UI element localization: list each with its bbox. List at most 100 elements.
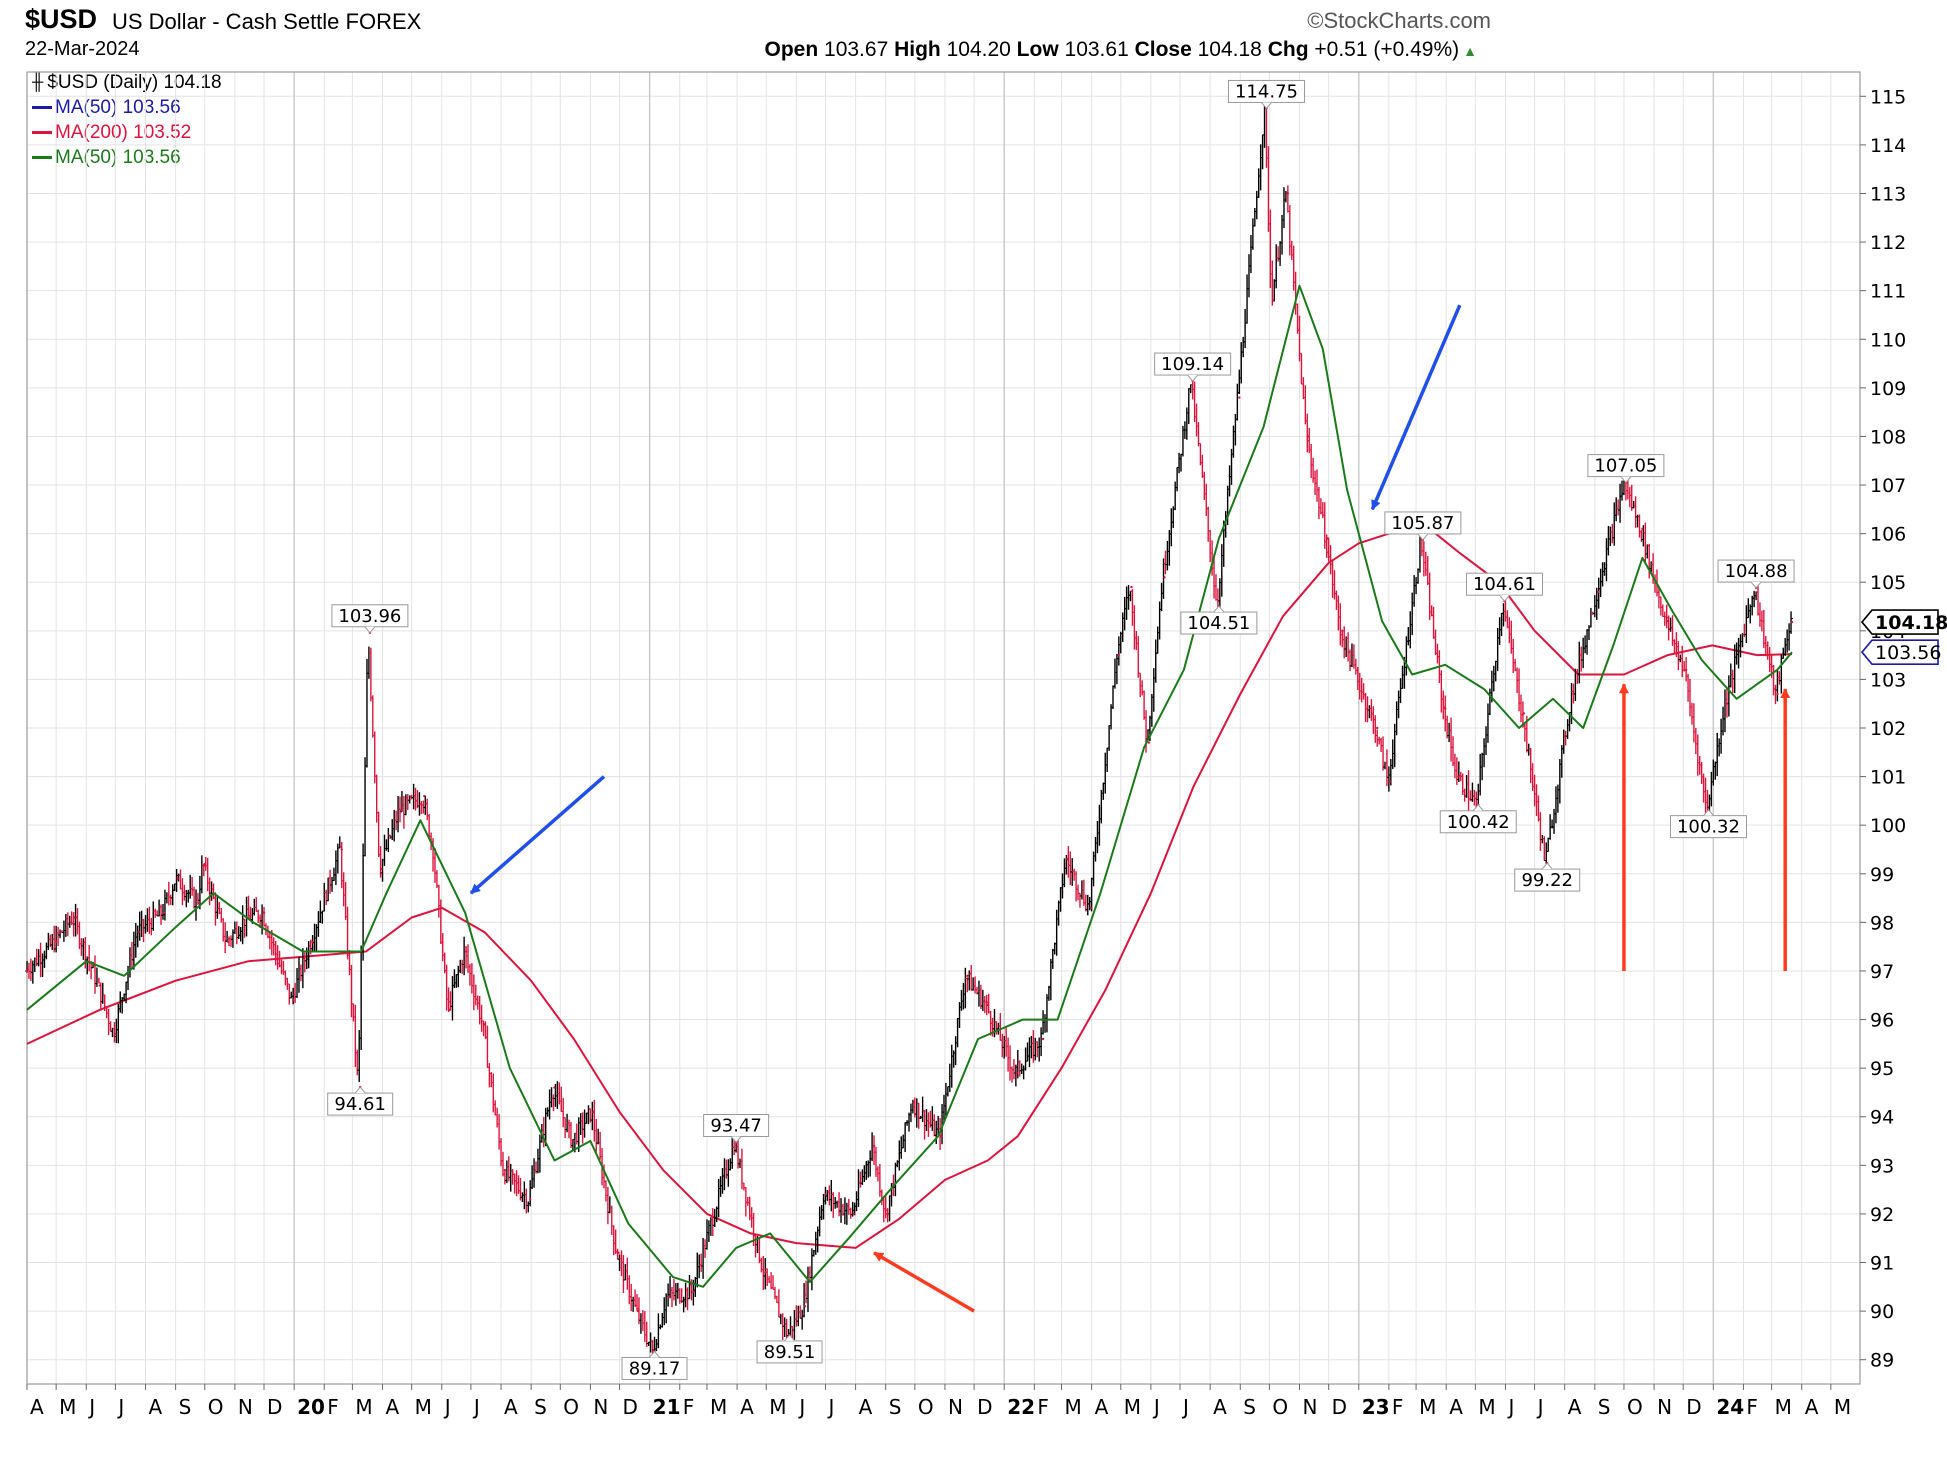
blue-arrow	[469, 775, 606, 895]
price-point	[886, 1212, 889, 1216]
price-point	[340, 848, 343, 851]
last-value-tags: 104.18 103.56	[1860, 609, 1947, 665]
y-tick-label: 103	[1870, 669, 1906, 691]
high-value: 104.20	[946, 38, 1011, 61]
annotation-text: 100.42	[1447, 812, 1510, 833]
x-tick-label: 22	[1007, 1395, 1035, 1419]
price-point	[203, 862, 206, 866]
price-point	[1457, 775, 1461, 778]
ohlc-bar-icon: ╫	[32, 74, 44, 91]
y-tick-label: 111	[1870, 281, 1906, 303]
price-point	[1326, 537, 1329, 540]
x-tick-label: D	[977, 1395, 992, 1419]
y-tick-label: 98	[1870, 912, 1894, 934]
x-tick-label: F	[683, 1395, 695, 1419]
price-point	[1790, 620, 1794, 624]
annotation-text: 103.96	[338, 606, 401, 627]
y-tick-label: 114	[1870, 135, 1906, 157]
price-annotation: 89.51	[756, 1334, 823, 1364]
ma200-series	[26, 527, 1793, 1249]
price-annotations: 103.96 94.61 89.17 93.47 89.51 109.14 104.51 11…	[327, 79, 1795, 1380]
y-tick-label: 93	[1870, 1155, 1894, 1177]
high-label: High	[894, 38, 941, 61]
price-point	[636, 1309, 640, 1313]
x-tick-label: M	[1124, 1395, 1141, 1419]
legend-price-text: $USD (Daily) 104.18	[47, 72, 222, 93]
close-label: Close	[1134, 38, 1192, 61]
x-tick-label: M	[769, 1395, 786, 1419]
price-point	[852, 1212, 855, 1216]
price-point	[1572, 692, 1575, 696]
price-annotation: 89.17	[621, 1350, 688, 1380]
price-point	[503, 1168, 507, 1172]
price-annotation: 114.75	[1227, 79, 1305, 110]
x-tick-label: M	[710, 1395, 727, 1419]
x-tick-label: O	[208, 1395, 224, 1419]
price-point	[464, 950, 468, 953]
ohlc-readout: Open 103.67 High 104.20 Low 103.61 Close…	[765, 38, 1478, 62]
price-point	[1163, 576, 1166, 579]
annotation-pointer	[784, 1334, 795, 1342]
annotation-pointer	[1499, 594, 1510, 602]
price-point	[872, 1144, 876, 1148]
x-tick-label: D	[1686, 1395, 1701, 1419]
price-annotation: 99.22	[1514, 862, 1581, 892]
x-tick-label: N	[593, 1395, 608, 1419]
annotation-text: 109.14	[1161, 354, 1224, 375]
annotation-text: 100.32	[1677, 817, 1740, 838]
x-tick-label: M	[1834, 1395, 1851, 1419]
y-tick-label: 96	[1870, 1010, 1894, 1032]
annotation-pointer	[1750, 581, 1762, 589]
y-tick-label: 100	[1870, 815, 1906, 837]
price-annotation: 100.42	[1439, 803, 1517, 834]
tag-outline	[1860, 639, 1939, 665]
price-point	[1238, 396, 1241, 399]
y-tick-label: 112	[1870, 232, 1906, 254]
x-tick-label: A	[1568, 1395, 1582, 1419]
price-point	[553, 1086, 556, 1089]
price-annotation: 94.61	[327, 1086, 394, 1116]
last-value-tag: 103.56	[1860, 639, 1941, 665]
price-point	[692, 1290, 695, 1293]
price-annotation: 104.88	[1717, 559, 1795, 589]
x-tick-label: J	[826, 1395, 834, 1419]
y-tick-label: 102	[1870, 718, 1906, 740]
y-tick-label: 106	[1870, 524, 1906, 546]
x-tick-label: O	[1627, 1395, 1643, 1419]
price-point	[1641, 527, 1644, 530]
x-tick-label: D	[1332, 1395, 1347, 1419]
last-value-tag: 104.18	[1860, 609, 1947, 635]
ma200-line	[26, 527, 1793, 1249]
price-point	[291, 998, 295, 1002]
price-point	[1597, 590, 1600, 594]
x-tick-label: N	[238, 1395, 253, 1419]
x-tick-label: A	[740, 1395, 754, 1419]
price-point	[824, 1193, 827, 1196]
price-point	[114, 1032, 117, 1036]
price-point	[966, 974, 969, 978]
price-point	[176, 877, 179, 880]
x-tick-label: N	[1303, 1395, 1318, 1419]
y-tick-label: 109	[1870, 378, 1906, 400]
x-tick-label: J	[1536, 1395, 1544, 1419]
y-tick-label: 92	[1870, 1204, 1894, 1226]
annotation-pointer	[354, 1086, 366, 1094]
x-tick-label: M	[1065, 1395, 1082, 1419]
price-point	[1388, 780, 1392, 783]
price-point	[1015, 1071, 1019, 1075]
x-tick-label: F	[1746, 1395, 1758, 1419]
price-annotation: 100.32	[1669, 808, 1747, 839]
price-point	[262, 911, 266, 914]
annotation-text: 105.87	[1391, 513, 1454, 534]
x-tick-label: J	[797, 1395, 805, 1419]
price-annotation: 93.47	[703, 1113, 770, 1144]
price-point	[1272, 299, 1275, 302]
price-annotation: 104.61	[1465, 572, 1543, 602]
y-tick-label: 99	[1870, 864, 1894, 886]
annotation-pointer	[1261, 102, 1272, 110]
low-label: Low	[1016, 38, 1059, 61]
x-tick-label: A	[1095, 1395, 1109, 1419]
annotation-pointer	[730, 1136, 742, 1144]
x-tick-label: N	[948, 1395, 963, 1419]
